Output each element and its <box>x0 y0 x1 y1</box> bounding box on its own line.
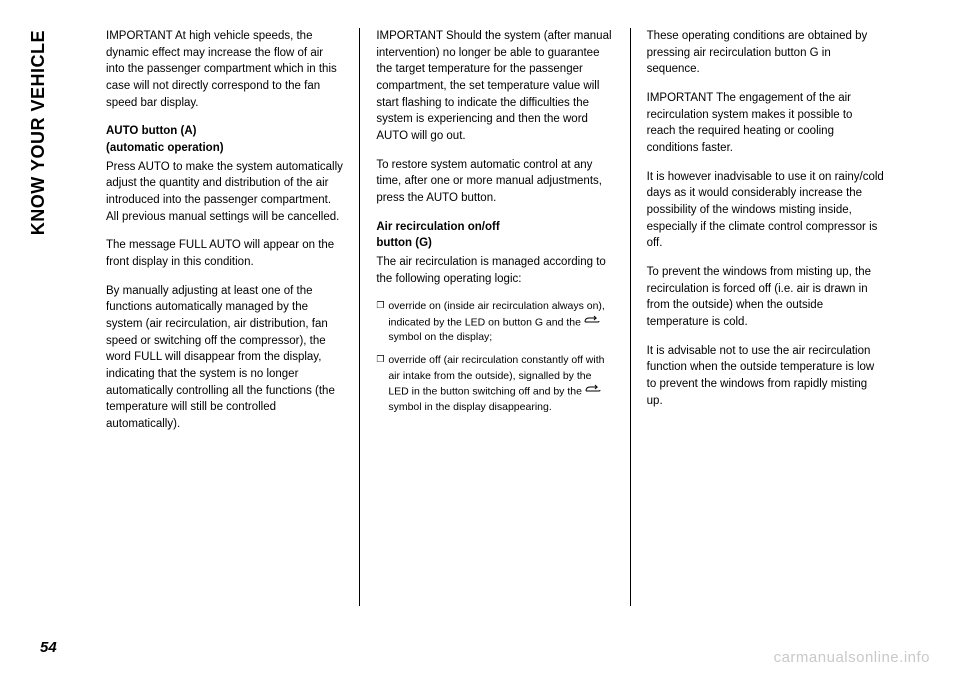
paragraph: To restore system automatic control at a… <box>376 157 613 207</box>
paragraph: The air recirculation is managed accordi… <box>376 254 613 287</box>
watermark: carmanualsonline.info <box>774 649 930 666</box>
heading-line: AUTO button (A) <box>106 125 196 137</box>
paragraph: It is advisable not to use the air recir… <box>647 343 884 410</box>
paragraph: Press AUTO to make the system automatica… <box>106 159 343 226</box>
paragraph: IMPORTANT Should the system (after manua… <box>376 28 613 145</box>
paragraph: These operating conditions are obtained … <box>647 28 884 78</box>
list-item: override on (inside air recirculation al… <box>376 299 613 345</box>
heading-line: (automatic operation) <box>106 142 224 154</box>
recirculation-icon <box>585 384 601 399</box>
list-text: override off (air recirculation constant… <box>388 354 604 397</box>
paragraph: It is however inadvisable to use it on r… <box>647 169 884 252</box>
section-label: KNOW YOUR VEHICLE <box>28 30 49 235</box>
column-2: IMPORTANT Should the system (after manua… <box>359 28 629 606</box>
list-text: symbol on the display; <box>388 331 492 343</box>
paragraph: IMPORTANT At high vehicle speeds, the dy… <box>106 28 343 111</box>
heading-line: Air recirculation on/off <box>376 221 499 233</box>
column-3: These operating conditions are obtained … <box>630 28 900 606</box>
paragraph: To prevent the windows from misting up, … <box>647 264 884 331</box>
paragraph: By manually adjusting at least one of th… <box>106 283 343 433</box>
list-item: override off (air recirculation constant… <box>376 353 613 414</box>
list-text: override on (inside air recirculation al… <box>388 300 605 328</box>
paragraph: The message FULL AUTO will appear on the… <box>106 237 343 270</box>
column-1: IMPORTANT At high vehicle speeds, the dy… <box>90 28 359 606</box>
subheading: Air recirculation on/off button (G) <box>376 219 613 252</box>
list-text: symbol in the display disappearing. <box>388 401 551 413</box>
bullet-list: override on (inside air recirculation al… <box>376 299 613 414</box>
recirculation-icon <box>584 315 600 330</box>
text-columns: IMPORTANT At high vehicle speeds, the dy… <box>90 28 900 606</box>
manual-page: KNOW YOUR VEHICLE IMPORTANT At high vehi… <box>0 0 960 686</box>
subheading: AUTO button (A) (automatic operation) <box>106 123 343 156</box>
heading-line: button (G) <box>376 237 432 249</box>
page-number: 54 <box>40 639 57 656</box>
paragraph: IMPORTANT The engagement of the air reci… <box>647 90 884 157</box>
